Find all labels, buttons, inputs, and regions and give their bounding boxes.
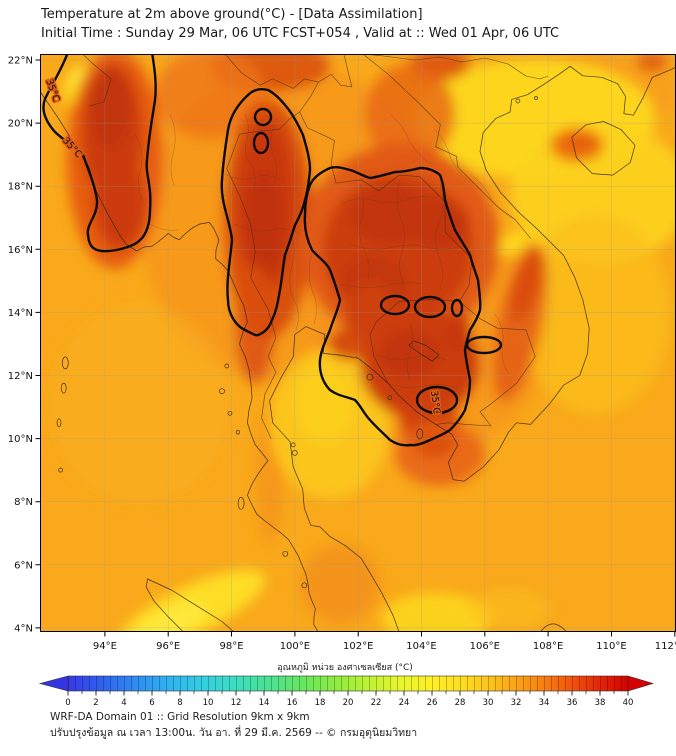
footer-domain-info: WRF-DA Domain 01 :: Grid Resolution 9km … [50,711,310,723]
colorbar: อุณหภูมิ หน่วย องศาเซลเซียส (°C) 0 2 4 6… [38,662,655,708]
lon-tick-label: 98°E [219,641,243,652]
colorbar-tick-label: 24 [399,698,410,708]
sumatra-coast [145,578,235,632]
lon-tick-label: 96°E [156,641,180,652]
lat-tick-label: 12°N [8,371,33,382]
lat-tick-label: 8°N [14,497,33,508]
colorbar-tick-label: 22 [371,698,382,708]
colorbar-tick-label: 6 [149,698,154,708]
colorbar-tick-label: 4 [121,698,126,708]
lon-tick-label: 94°E [93,641,117,652]
lat-tick-label: 4°N [14,623,33,634]
page-subtitle: Initial Time : Sunday 29 Mar, 06 UTC FCS… [41,25,560,41]
colorbar-tick-label: 10 [203,698,214,708]
header: Temperature at 2m above ground(°C) - [Da… [41,6,559,44]
colorbar-tick-label: 32 [511,698,522,708]
colorbar-tick-label: 8 [177,698,182,708]
lon-tick-label: 108°E [533,641,563,652]
contour-label-35c-c: 35°C [428,390,442,415]
colorbar-major-ticks [67,691,629,696]
coastline [40,65,676,632]
tonle-sap-lake [408,340,440,362]
colorbar-tick-label: 12 [231,698,242,708]
map-svg: 35°C 35°C 35°C [40,54,676,632]
lon-tick-label: 104°E [406,641,436,652]
contour-35c [42,54,503,447]
lon-tick-marks [104,632,676,637]
footer: WRF-DA Domain 01 :: Grid Resolution 9km … [50,710,417,742]
grid-lines [40,54,676,632]
lat-tick-label: 14°N [8,308,33,319]
colorbar-tick-label: 18 [315,698,326,708]
page-title: Temperature at 2m above ground(°C) - [Da… [41,7,423,22]
lat-tick-label: 20°N [8,119,33,130]
lon-tick-label: 106°E [470,641,500,652]
colorbar-tick-label: 14 [259,698,270,708]
hainan-island [571,121,636,176]
colorbar-left-arrow [38,675,69,692]
colorbar-title: อุณหภูมิ หน่วย องศาเซลเซียส (°C) [277,662,413,673]
colorbar-tick-label: 26 [427,698,438,708]
lon-tick-label: 100°E [280,641,310,652]
colorbar-tick-label: 16 [287,698,298,708]
lat-tick-label: 16°N [8,245,33,256]
colorbar-tick-label: 34 [539,698,550,708]
colorbar-tick-label: 28 [455,698,466,708]
lon-tick-label: 102°E [343,641,373,652]
colorbar-minor-ticks [81,691,615,694]
lon-tick-label: 110°E [596,641,626,652]
lat-tick-label: 18°N [8,182,33,193]
temp-field-blobs [50,54,676,632]
lat-tick-label: 22°N [8,56,33,67]
colorbar-tick-label: 38 [595,698,606,708]
province-boundaries [134,113,517,389]
colorbar-right-arrow [627,675,655,692]
lat-tick-label: 6°N [14,560,33,571]
colorbar-tick-label: 40 [623,698,634,708]
colorbar-tick-label: 0 [65,698,70,708]
national-borders [82,54,549,439]
lat-tick-label: 10°N [8,434,33,445]
natuna-islet [540,623,567,632]
colorbar-tick-label: 20 [343,698,354,708]
colorbar-tick-label: 36 [567,698,578,708]
map-figure: 35°C 35°C 35°C [40,54,676,632]
colorbar-tick-label: 2 [93,698,98,708]
lon-tick-label: 112°E [655,641,676,652]
footer-update-info: ปรับปรุงข้อมูล ณ เวลา 13:00น. วัน อา. ที… [50,726,418,739]
colorbar-tick-label: 30 [483,698,494,708]
colorbar-cell-dividers [68,676,628,691]
